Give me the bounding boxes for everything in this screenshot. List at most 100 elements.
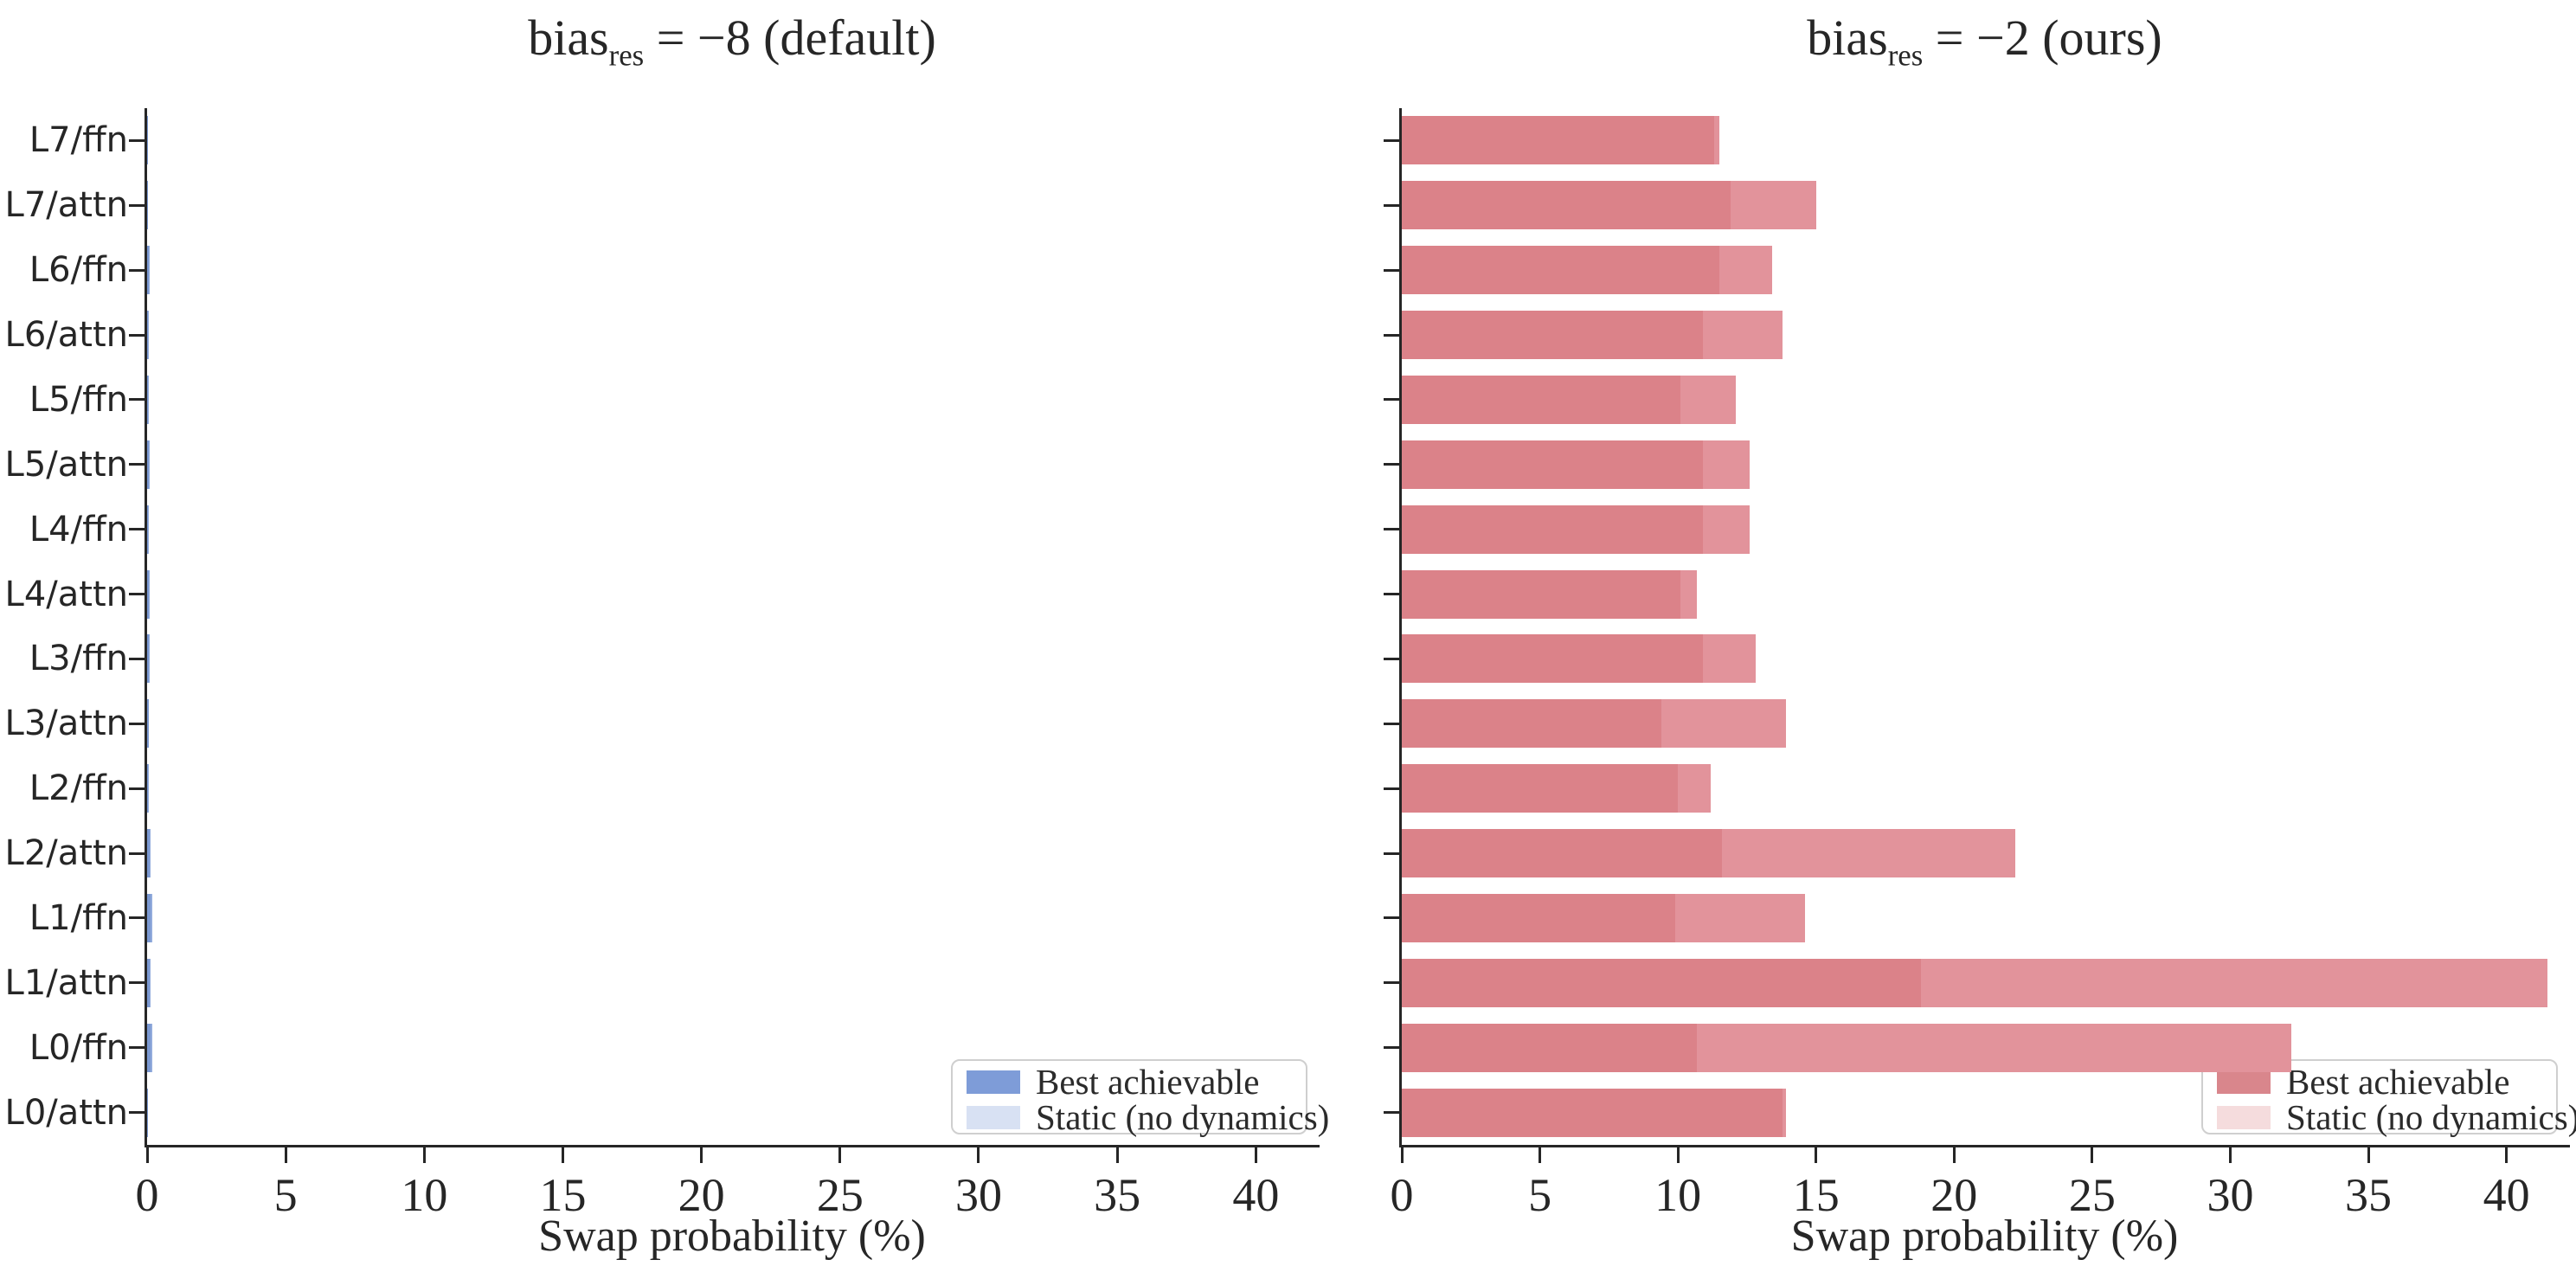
y-tick xyxy=(129,1111,145,1115)
x-tick xyxy=(1815,1147,1818,1163)
y-tick xyxy=(1384,398,1399,402)
x-tick xyxy=(2505,1147,2509,1163)
bar-static-overlap xyxy=(1402,1088,1783,1137)
title-base: bias xyxy=(528,10,609,66)
y-tick xyxy=(129,268,145,272)
x-tick-label: 30 xyxy=(954,1169,1002,1221)
bar-static-overlap xyxy=(1402,569,1681,619)
y-tick xyxy=(1384,463,1399,466)
bar-static-overlap xyxy=(1402,958,1921,1007)
legend-item-best: Best achievable xyxy=(967,1064,1292,1100)
bar-static-overlap xyxy=(147,893,151,942)
x-tick-label: 20 xyxy=(678,1169,725,1221)
y-tick xyxy=(129,138,145,142)
legend-swatch-static xyxy=(2217,1106,2271,1129)
bar-static-overlap xyxy=(147,764,148,813)
y-tick xyxy=(1384,1046,1399,1050)
bar-static-overlap xyxy=(1402,440,1703,489)
y-tick-label: L1/attn xyxy=(4,962,128,1003)
x-tick-label: 35 xyxy=(2345,1169,2393,1221)
y-tick xyxy=(129,333,145,337)
y-tick xyxy=(1384,981,1399,985)
bar-static-overlap xyxy=(147,311,149,360)
x-tick xyxy=(1254,1147,1257,1163)
y-tick-label: L0/ffn xyxy=(29,1027,128,1068)
right-plot-area: Best achievable Static (no dynamics) 0 5 1… xyxy=(1384,108,2576,1221)
bar-static-overlap xyxy=(1402,829,1723,878)
y-tick-label: L4/ffn xyxy=(29,509,128,550)
x-tick xyxy=(1676,1147,1680,1163)
bar-static-overlap xyxy=(1402,181,1731,230)
bar-static-overlap xyxy=(147,634,149,684)
bar-static-overlap xyxy=(147,699,149,749)
title-rest: = −8 (default) xyxy=(644,10,936,66)
title-rest: = −2 (ours) xyxy=(1923,10,2162,66)
y-tick xyxy=(129,593,145,596)
bar-static-overlap xyxy=(147,569,149,619)
left-plot-area: Best achievable Static (no dynamics) L7/… xyxy=(5,108,1329,1221)
y-tick xyxy=(129,916,145,920)
y-tick-label: L1/ffn xyxy=(29,897,128,938)
legend-swatch-best xyxy=(967,1070,1020,1094)
x-tick-label: 5 xyxy=(1528,1169,1552,1221)
x-tick xyxy=(145,1147,149,1163)
x-tick-label: 25 xyxy=(2068,1169,2116,1221)
y-tick xyxy=(129,981,145,985)
bar-static-overlap xyxy=(147,116,148,165)
y-tick xyxy=(1384,852,1399,855)
bar-static-overlap xyxy=(147,505,148,554)
right-chart-title: biasres = −2 (ours) xyxy=(1399,7,2570,73)
title-subscript: res xyxy=(608,38,645,73)
y-tick xyxy=(1384,138,1399,142)
x-tick xyxy=(700,1147,703,1163)
legend-item-best: Best achievable xyxy=(2217,1064,2542,1100)
x-tick xyxy=(561,1147,564,1163)
y-tick xyxy=(1384,916,1399,920)
bar-static-overlap xyxy=(1402,634,1703,684)
x-tick-label: 20 xyxy=(1930,1169,1978,1221)
bar-static-overlap xyxy=(1402,505,1703,554)
x-tick-label: 40 xyxy=(1232,1169,1280,1221)
y-tick-label: L5/ffn xyxy=(29,379,128,420)
y-tick xyxy=(129,657,145,660)
bar-static-overlap xyxy=(1402,116,1714,165)
right-x-axis-label: Swap probability (%) xyxy=(1790,1212,2179,1261)
x-tick xyxy=(2367,1147,2370,1163)
x-tick-label: 0 xyxy=(135,1169,159,1221)
x-tick xyxy=(1400,1147,1404,1163)
y-tick xyxy=(129,722,145,725)
y-tick xyxy=(1384,787,1399,790)
y-tick xyxy=(129,398,145,402)
bar-static-overlap xyxy=(1402,246,1720,295)
left-chart-title: biasres = −8 (default) xyxy=(145,7,1320,73)
y-tick-label: L3/attn xyxy=(4,704,128,744)
y-tick-label: L2/ffn xyxy=(29,768,128,809)
x-tick xyxy=(1952,1147,1956,1163)
x-tick xyxy=(2228,1147,2232,1163)
y-tick xyxy=(1384,657,1399,660)
legend-item-static: Static (no dynamics) xyxy=(2217,1100,2576,1135)
y-tick-label: L5/attn xyxy=(4,444,128,485)
y-tick-label: L7/attn xyxy=(4,185,128,226)
legend-label-best: Best achievable xyxy=(1036,1062,1260,1102)
bar-static-overlap xyxy=(1402,699,1661,749)
x-tick-label: 30 xyxy=(2207,1169,2254,1221)
x-tick-label: 15 xyxy=(539,1169,587,1221)
x-tick xyxy=(422,1147,426,1163)
y-tick xyxy=(129,203,145,207)
y-tick-label: L0/attn xyxy=(4,1092,128,1133)
bar-static-overlap xyxy=(1402,893,1675,942)
bar-static-overlap xyxy=(147,246,149,295)
y-tick-label: L7/ffn xyxy=(29,120,128,161)
x-tick xyxy=(838,1147,842,1163)
legend-item-static: Static (no dynamics) xyxy=(967,1100,1329,1135)
bar-static-overlap xyxy=(147,375,148,424)
x-tick xyxy=(2091,1147,2094,1163)
x-tick xyxy=(1115,1147,1119,1163)
bar-best xyxy=(147,1088,148,1137)
x-tick xyxy=(1539,1147,1542,1163)
y-tick xyxy=(1384,528,1399,531)
bar-static-overlap xyxy=(1402,764,1679,813)
y-tick xyxy=(129,528,145,531)
